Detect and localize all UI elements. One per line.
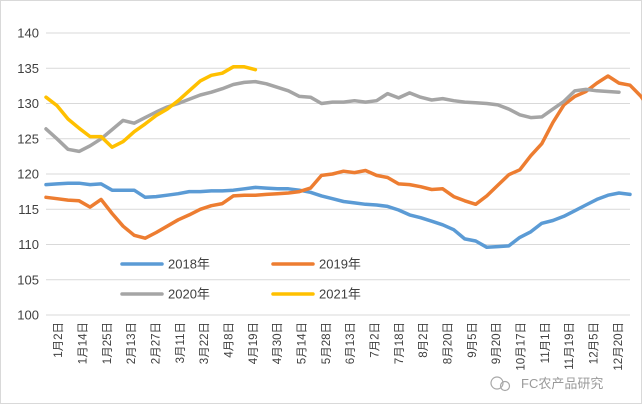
x-tick-label: 12月20日 bbox=[613, 322, 625, 371]
x-tick-label: 2月27日 bbox=[151, 322, 163, 364]
legend-label: 2021年 bbox=[319, 287, 361, 302]
x-tick-label: 6月13日 bbox=[345, 322, 357, 364]
series-line-1 bbox=[44, 181, 632, 250]
gridlines bbox=[46, 32, 630, 316]
y-tick-label: 115 bbox=[18, 202, 39, 217]
x-axis-ticks: 1月2日 1月14日 1月25日 2月13日 2月27日 3月11日 3月22日 4月8日 4月… bbox=[53, 322, 625, 371]
x-tick-label: 8月20日 bbox=[443, 322, 455, 364]
legend-label: 2019年 bbox=[319, 257, 361, 272]
x-tick-label: 5月14日 bbox=[297, 322, 309, 364]
x-tick-label: 1月2日 bbox=[53, 322, 65, 358]
x-tick-label: 7月18日 bbox=[394, 322, 406, 364]
legend-label: 2018年 bbox=[168, 257, 210, 272]
x-tick-label: 4月8日 bbox=[224, 322, 236, 358]
x-tick-label: 2月13日 bbox=[126, 322, 138, 364]
y-tick-label: 140 bbox=[17, 26, 39, 41]
x-tick-label: 7月2日 bbox=[370, 322, 382, 358]
series-line-2 bbox=[44, 74, 642, 240]
y-tick-label: 125 bbox=[17, 131, 39, 146]
x-tick-label: 9月5日 bbox=[467, 322, 479, 358]
series-lines bbox=[44, 65, 642, 250]
legend: 2018年 2019年 2020年 2021年 bbox=[120, 257, 361, 302]
x-tick-label: 9月20日 bbox=[491, 322, 503, 364]
x-tick-label: 10月17日 bbox=[516, 322, 528, 371]
watermark-text: FC农产品研究 bbox=[521, 376, 603, 391]
x-tick-label: 8月2日 bbox=[418, 322, 430, 358]
y-tick-label: 130 bbox=[17, 96, 39, 111]
y-tick-label: 105 bbox=[17, 272, 39, 287]
legend-label: 2020年 bbox=[168, 287, 210, 302]
x-tick-label: 11月19日 bbox=[564, 322, 576, 370]
y-tick-label: 100 bbox=[17, 308, 39, 323]
x-tick-label: 4月19日 bbox=[248, 322, 260, 364]
series-line-4 bbox=[44, 65, 258, 149]
x-tick-label: 4月30日 bbox=[272, 322, 284, 364]
series-line-3 bbox=[44, 79, 621, 154]
y-tick-label: 135 bbox=[17, 61, 39, 76]
x-tick-label: 11月1日 bbox=[540, 322, 552, 363]
y-tick-label: 120 bbox=[17, 167, 39, 182]
x-tick-label: 3月11日 bbox=[175, 322, 187, 363]
x-tick-label: 1月14日 bbox=[78, 322, 90, 364]
x-tick-label: 12月5日 bbox=[589, 322, 601, 364]
x-tick-label: 1月25日 bbox=[102, 322, 114, 364]
watermark: FC农产品研究 bbox=[490, 376, 603, 392]
x-tick-label: 5月28日 bbox=[321, 322, 333, 364]
x-tick-label: 3月22日 bbox=[199, 322, 211, 364]
watermark-logo-icon bbox=[490, 376, 504, 390]
y-axis-ticks: 100 105 110 115 120 125 130 135 140 bbox=[17, 26, 39, 323]
watermark-logo-icon-inner bbox=[499, 380, 511, 392]
y-tick-label: 110 bbox=[18, 237, 39, 252]
